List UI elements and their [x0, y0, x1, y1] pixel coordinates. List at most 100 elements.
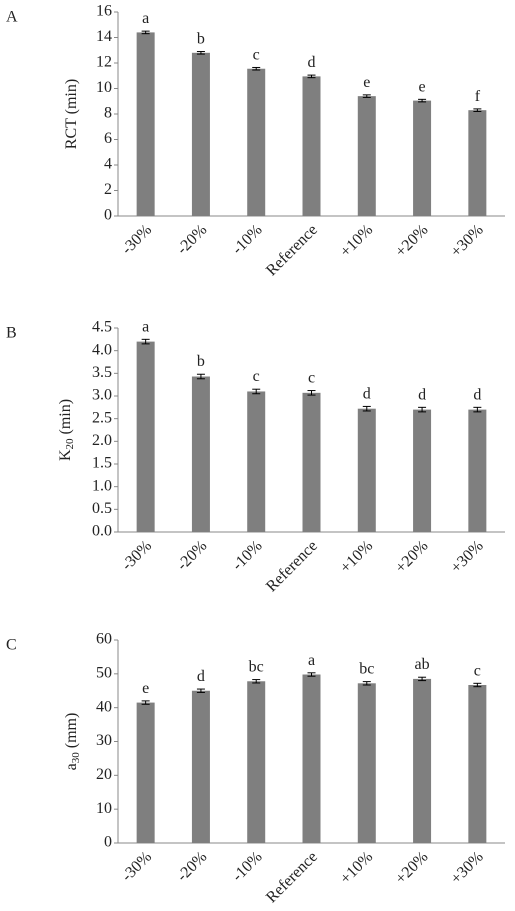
- y-tick-label: 60: [96, 631, 112, 648]
- significance-letter: b: [197, 31, 205, 48]
- x-tick-label: +30%: [448, 221, 487, 260]
- y-tick-label: 3.5: [92, 364, 112, 381]
- y-axis-label-sub: 20: [64, 438, 76, 450]
- significance-letter: e: [419, 78, 426, 95]
- x-tick-label: Reference: [263, 537, 321, 595]
- bar: [191, 52, 210, 216]
- bar: [302, 392, 321, 532]
- panel-label: A: [6, 9, 18, 26]
- y-tick-label: 14: [96, 28, 112, 45]
- y-axis-label-sub: 30: [70, 752, 82, 764]
- significance-letter: c: [308, 370, 315, 387]
- y-tick-label: 50: [96, 665, 112, 682]
- x-tick-label: -30%: [119, 221, 156, 258]
- significance-letter: e: [363, 74, 370, 91]
- x-tick-label: Reference: [263, 221, 321, 279]
- x-tick-label: -30%: [119, 848, 156, 885]
- x-tick-label: -10%: [229, 537, 266, 574]
- x-tick-label: +10%: [337, 848, 376, 887]
- significance-letter: d: [197, 668, 205, 685]
- significance-letter: c: [253, 46, 260, 63]
- x-tick-label: -10%: [229, 221, 266, 258]
- y-tick-label: 2: [104, 181, 112, 198]
- bar: [357, 96, 376, 216]
- significance-letter: a: [142, 318, 149, 335]
- bar: [468, 409, 487, 532]
- bar: [302, 76, 321, 216]
- y-tick-label: 8: [104, 105, 112, 122]
- y-tick-label: 2.5: [92, 409, 112, 426]
- bar: [247, 391, 266, 532]
- x-tick-label: +20%: [392, 537, 431, 576]
- x-tick-label: -30%: [119, 537, 156, 574]
- y-tick-label: 16: [96, 3, 112, 20]
- y-tick-label: 4: [104, 156, 112, 173]
- y-axis-label-base: K: [57, 449, 74, 461]
- bar: [468, 110, 487, 216]
- bar: [468, 684, 487, 843]
- y-axis-label-base: a: [63, 763, 80, 770]
- bar: [136, 32, 155, 217]
- significance-letter: ab: [415, 656, 430, 673]
- bar: [136, 702, 155, 843]
- y-axis-label: RCT (min): [63, 79, 80, 149]
- x-tick-label: Reference: [263, 848, 321, 906]
- x-tick-label: +10%: [337, 221, 376, 260]
- y-tick-label: 40: [96, 698, 112, 715]
- y-tick-label: 1.0: [92, 477, 112, 494]
- y-tick-label: 12: [96, 54, 112, 71]
- y-tick-label: 0.5: [92, 500, 112, 517]
- x-tick-label: +20%: [392, 848, 431, 887]
- y-tick-label: 20: [96, 766, 112, 783]
- x-tick-label: +20%: [392, 221, 431, 260]
- significance-letter: a: [308, 652, 315, 669]
- bar: [413, 100, 432, 216]
- panel-label: C: [6, 637, 17, 654]
- y-tick-label: 0.0: [92, 523, 112, 540]
- significance-letter: bc: [359, 661, 374, 678]
- significance-letter: bc: [249, 659, 264, 676]
- significance-letter: a: [142, 10, 149, 27]
- bar: [357, 683, 376, 843]
- significance-letter: c: [253, 368, 260, 385]
- x-tick-label: +10%: [337, 537, 376, 576]
- significance-letter: e: [142, 680, 149, 697]
- x-tick-label: -20%: [174, 221, 211, 258]
- panel-label: B: [6, 325, 17, 342]
- y-tick-label: 0: [104, 834, 112, 851]
- y-tick-label: 3.0: [92, 387, 112, 404]
- y-axis-label-base: RCT (min): [63, 79, 80, 149]
- x-tick-label: -20%: [174, 848, 211, 885]
- x-tick-label: +30%: [448, 537, 487, 576]
- x-tick-label: -10%: [229, 848, 266, 885]
- significance-letter: f: [475, 88, 481, 105]
- y-tick-label: 0: [104, 207, 112, 224]
- y-tick-label: 4.5: [92, 319, 112, 336]
- x-tick-label: +30%: [448, 848, 487, 887]
- significance-letter: d: [308, 54, 316, 71]
- y-axis-label-rest: (min): [57, 399, 74, 439]
- y-axis-label-rest: (mm): [63, 713, 80, 753]
- y-tick-label: 6: [104, 130, 112, 147]
- significance-letter: d: [473, 386, 481, 403]
- y-tick-label: 10: [96, 79, 112, 96]
- y-axis-label: K20 (min): [57, 399, 76, 461]
- bar: [191, 690, 210, 843]
- y-tick-label: 4.0: [92, 341, 112, 358]
- x-tick-label: -20%: [174, 537, 211, 574]
- significance-letter: d: [363, 385, 371, 402]
- y-tick-label: 10: [96, 800, 112, 817]
- bar: [136, 341, 155, 532]
- bar: [247, 681, 266, 843]
- bar: [191, 376, 210, 532]
- significance-letter: d: [418, 386, 426, 403]
- significance-letter: c: [474, 662, 481, 679]
- bar: [413, 678, 432, 843]
- y-tick-label: 1.5: [92, 455, 112, 472]
- bar: [413, 409, 432, 532]
- bar: [302, 674, 321, 843]
- y-tick-label: 2.0: [92, 432, 112, 449]
- bar: [357, 408, 376, 532]
- y-axis-label: a30 (mm): [63, 713, 82, 771]
